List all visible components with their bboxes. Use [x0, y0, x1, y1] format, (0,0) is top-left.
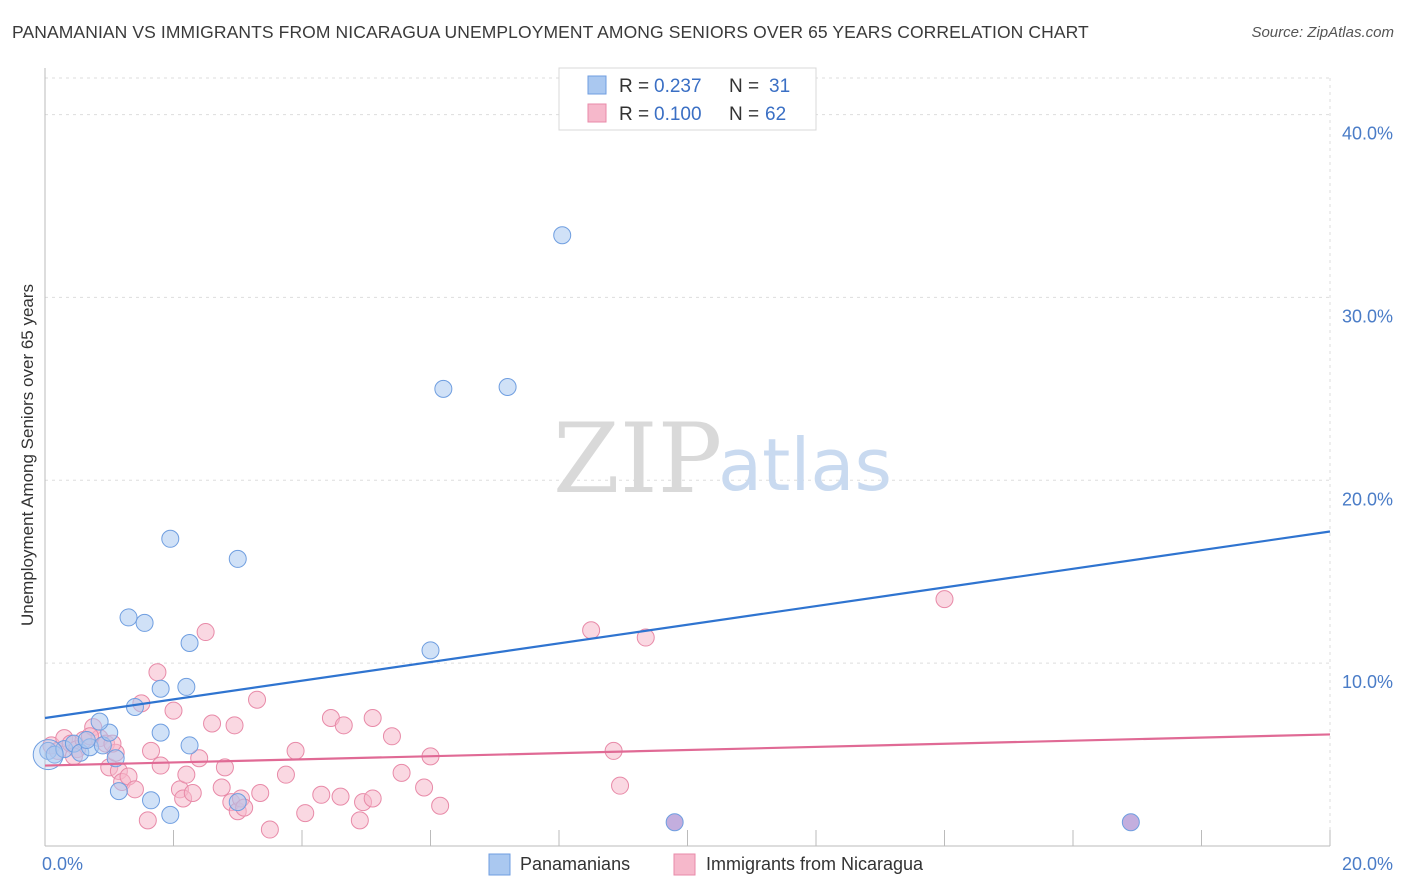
bottom-legend: Panamanians Immigrants from Nicaragua [488, 853, 924, 876]
nicaragua-point-49 [415, 778, 434, 797]
nicaragua-point-26 [196, 623, 215, 642]
nicaragua-point-16 [148, 663, 167, 682]
panamanian-point-13 [135, 613, 154, 632]
nicaragua-point-56 [935, 590, 954, 609]
nicaragua-point-27 [203, 714, 222, 733]
legend-r-value-2: 0.100 [654, 104, 702, 125]
nicaragua-point-48 [392, 763, 411, 782]
panamanian-point-15 [180, 634, 199, 653]
chart-source: Source: ZipAtlas.com [1251, 24, 1394, 41]
panamanian-point-16 [125, 698, 144, 717]
panamanian-point-18 [151, 679, 170, 698]
bottom-legend-label-panamanians: Panamanians [520, 854, 630, 874]
panamanian-point-23 [228, 549, 247, 568]
panamanian-point-22 [180, 736, 199, 755]
nicaragua-point-18 [142, 741, 161, 760]
nicaragua-point-44 [350, 811, 369, 830]
legend-n-value-2: 62 [765, 104, 786, 125]
panamanian-point-9 [109, 782, 128, 801]
y-tick-label-0: 10.0% [1342, 672, 1393, 692]
panamanian-point-12 [119, 608, 138, 627]
x-tick-labels: 0.0% 20.0% [42, 854, 1393, 874]
y-tick-label-3: 40.0% [1342, 124, 1393, 144]
panamanian-point-17 [151, 723, 170, 742]
nicaragua-point-52 [582, 621, 601, 640]
panamanian-point-19 [177, 677, 196, 696]
chart-title: PANAMANIAN VS IMMIGRANTS FROM NICARAGUA … [12, 22, 1089, 42]
y-tick-label-1: 20.0% [1342, 489, 1393, 509]
panamanian-point-29 [665, 813, 684, 832]
bottom-legend-label-nicaragua: Immigrants from Nicaragua [706, 854, 924, 874]
nicaragua-trend-line [44, 733, 1331, 767]
nicaragua-point-55 [636, 628, 655, 647]
panamanian-point-6 [77, 730, 96, 749]
panamanian-point-20 [142, 791, 161, 810]
panamanian-point-21 [161, 805, 180, 824]
panamanian-point-26 [498, 378, 517, 397]
legend-r-label-2: R = [619, 104, 649, 125]
grid-lines [45, 77, 1331, 846]
nicaragua-point-61 [363, 709, 382, 727]
nicaragua-point-29 [215, 758, 234, 777]
top-legend: R = 0.237 N = 31 R = 0.100 N = 62 [558, 67, 817, 131]
nicaragua-point-28 [212, 778, 231, 797]
panamanian-cluster-point [32, 739, 64, 771]
panamanian-point-24 [228, 793, 247, 812]
y-tick-labels: 10.0% 20.0% 30.0% 40.0% [1342, 124, 1393, 693]
nicaragua-point-34 [248, 690, 267, 709]
legend-n-label-1: N = [729, 76, 759, 97]
nicaragua-point-40 [312, 785, 331, 804]
legend-n-value-1: 31 [769, 76, 790, 97]
nicaragua-point-23 [177, 765, 196, 784]
legend-r-value-1: 0.237 [654, 76, 702, 97]
watermark-atlas: atlas [718, 423, 892, 507]
legend-r-label-1: R = [619, 76, 649, 97]
nicaragua-point-35 [251, 783, 270, 802]
panamanian-point-14 [161, 529, 180, 548]
nicaragua-point-43 [334, 716, 353, 735]
bottom-legend-swatch-nicaragua [673, 853, 696, 876]
panamanian-point-27 [553, 226, 572, 245]
y-axis-label: Unemployment Among Seniors over 65 years [18, 284, 37, 626]
trend-lines [44, 530, 1331, 767]
axes [44, 68, 1331, 847]
legend-swatch-pink [587, 103, 607, 123]
nicaragua-point-47 [382, 727, 401, 746]
nicaragua-point-37 [276, 765, 295, 784]
nicaragua-point-54 [611, 776, 630, 795]
nicaragua-point-38 [286, 741, 305, 760]
panamanian-point-11 [90, 712, 109, 731]
nicaragua-point-24 [183, 783, 202, 802]
x-tick-label-1: 20.0% [1342, 854, 1393, 874]
nicaragua-point-20 [164, 701, 183, 720]
nicaragua-point-46 [363, 789, 382, 808]
panamanian-point-30 [1121, 813, 1140, 832]
bottom-legend-swatch-panamanians [488, 853, 511, 876]
nicaragua-point-42 [331, 787, 350, 806]
legend-swatch-blue [587, 75, 607, 95]
nicaragua-point-17 [138, 811, 157, 830]
nicaragua-point-14 [125, 780, 144, 799]
nicaragua-point-36 [260, 820, 279, 839]
x-tick-label-0: 0.0% [42, 854, 83, 874]
nicaragua-points [42, 590, 954, 839]
y-tick-label-2: 30.0% [1342, 306, 1393, 326]
nicaragua-point-51 [431, 796, 450, 815]
panamanian-trend-line [44, 530, 1331, 720]
legend-n-label-2: N = [729, 104, 759, 125]
nicaragua-point-60 [225, 716, 244, 735]
nicaragua-point-39 [296, 804, 315, 823]
panamanian-point-28 [421, 641, 440, 660]
watermark: ZIP atlas [553, 403, 892, 515]
panamanian-point-25 [434, 379, 453, 398]
nicaragua-point-19 [151, 756, 170, 775]
panamanian-point-8 [106, 749, 125, 768]
watermark-zip: ZIP [553, 403, 722, 515]
panamanian-points [32, 226, 1140, 832]
